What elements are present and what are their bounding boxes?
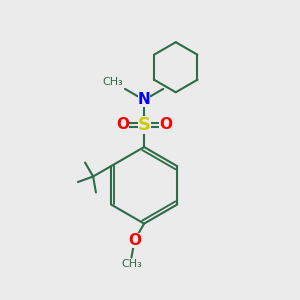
Text: O: O xyxy=(159,118,172,133)
Text: CH₃: CH₃ xyxy=(121,259,142,269)
Text: CH₃: CH₃ xyxy=(103,77,124,87)
Text: N: N xyxy=(138,92,151,107)
Text: O: O xyxy=(128,233,141,248)
Text: O: O xyxy=(116,118,129,133)
Text: S: S xyxy=(138,116,151,134)
